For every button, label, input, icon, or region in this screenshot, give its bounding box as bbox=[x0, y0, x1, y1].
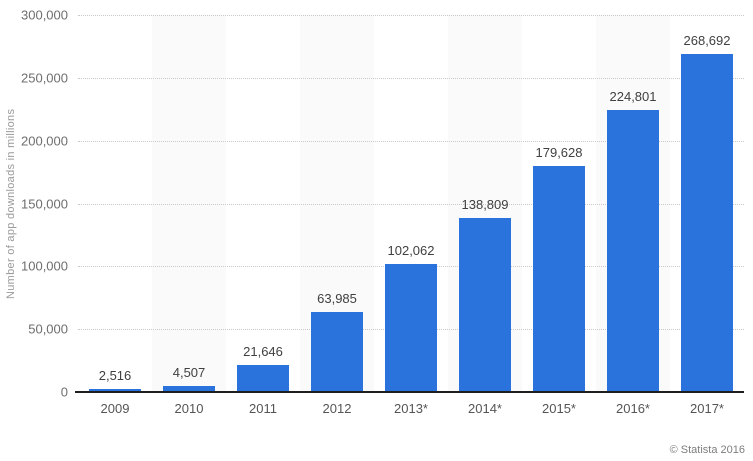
x-axis-label: 2016* bbox=[616, 401, 650, 416]
x-axis-label: 2009 bbox=[100, 401, 130, 416]
bar-value-label: 224,801 bbox=[609, 88, 657, 104]
category-column: 102,062 2013* bbox=[374, 15, 448, 416]
x-axis-label: 2013* bbox=[394, 401, 428, 416]
bar-value-label: 179,628 bbox=[535, 145, 583, 161]
category-column: 179,628 2015* bbox=[522, 15, 596, 416]
y-tick-label: 300,000 bbox=[21, 7, 68, 23]
y-axis: 0 50,000 100,000 150,000 200,000 250,000 300,0… bbox=[0, 8, 78, 400]
x-axis-label: 2010 bbox=[174, 401, 204, 416]
bar-2012 bbox=[311, 311, 363, 392]
plot-area: 2,516 2009 4,507 2010 21,646 2011 63,985 2012 10… bbox=[75, 15, 744, 416]
gridline bbox=[78, 203, 744, 205]
x-axis-label: 2017* bbox=[690, 401, 724, 416]
gridline bbox=[78, 140, 744, 142]
bar-2011 bbox=[237, 364, 289, 392]
y-tick-label: 200,000 bbox=[21, 133, 68, 149]
bar-value-label: 2,516 bbox=[98, 367, 132, 383]
y-tick-label: 150,000 bbox=[21, 196, 68, 211]
bar-2015 bbox=[533, 166, 585, 392]
y-tick-label: 0 bbox=[60, 384, 68, 400]
bar-2014 bbox=[459, 217, 511, 392]
x-axis-line bbox=[75, 391, 744, 393]
bar-value-label: 4,507 bbox=[172, 365, 206, 381]
bar-value-label: 138,809 bbox=[461, 196, 509, 212]
bar-value-label: 21,646 bbox=[243, 343, 283, 359]
x-axis-label: 2015* bbox=[542, 401, 576, 416]
category-column: 268,692 2017* bbox=[670, 15, 744, 416]
bar-value-label: 63,985 bbox=[317, 290, 357, 306]
bar-2013 bbox=[385, 263, 437, 392]
bar-value-label: 268,692 bbox=[683, 33, 731, 49]
bar-2010 bbox=[163, 386, 215, 392]
bar-2016 bbox=[607, 109, 659, 392]
category-column: 21,646 2011 bbox=[226, 15, 300, 416]
gridline bbox=[78, 15, 744, 16]
bar-value-label: 102,062 bbox=[387, 242, 435, 258]
bar-2009 bbox=[89, 388, 141, 392]
x-axis-label: 2012 bbox=[322, 401, 352, 416]
y-tick-label: 100,000 bbox=[21, 258, 68, 274]
bar-2017 bbox=[681, 54, 733, 392]
y-tick-label: 250,000 bbox=[21, 70, 68, 86]
x-axis-label: 2014* bbox=[468, 401, 502, 416]
y-tick-label: 50,000 bbox=[28, 321, 68, 337]
x-axis-label: 2011 bbox=[249, 401, 277, 416]
category-column: 2,516 2009 bbox=[78, 15, 152, 416]
gridline bbox=[78, 77, 744, 79]
category-column: 224,801 2016* bbox=[596, 15, 670, 416]
copyright-credit: © Statista 2016 bbox=[669, 444, 745, 456]
